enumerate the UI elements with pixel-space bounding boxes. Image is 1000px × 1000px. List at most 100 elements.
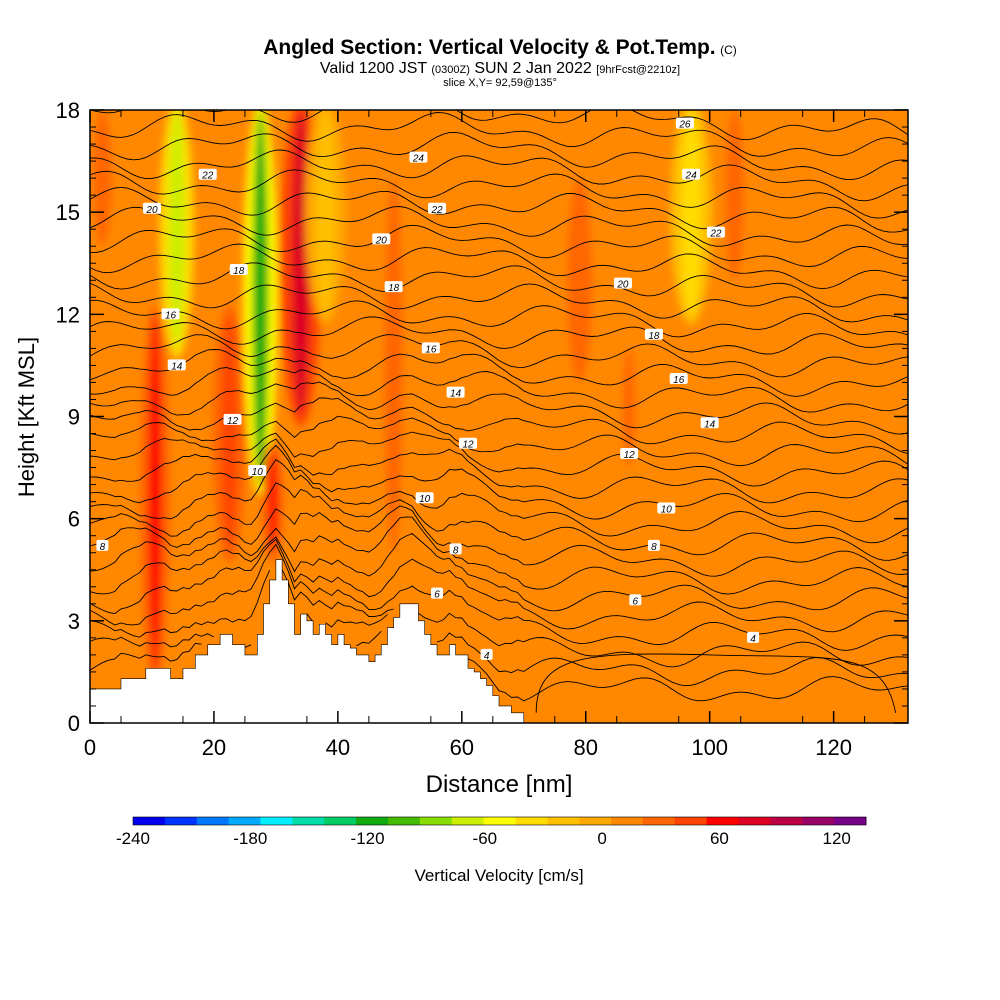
colorbar-tick-label: -180 bbox=[233, 829, 267, 848]
isentrope-line bbox=[90, 169, 908, 219]
isentrope-label-box bbox=[700, 417, 719, 429]
isentrope-line bbox=[90, 381, 908, 435]
isentrope-label-box bbox=[747, 631, 760, 643]
isentrope-label-box bbox=[421, 342, 440, 354]
isentrope-line bbox=[90, 262, 908, 308]
isentrope-label: 14 bbox=[167, 359, 186, 372]
colorbar-tick-label: 60 bbox=[710, 829, 729, 848]
isentrope-label-box bbox=[620, 447, 639, 459]
isentrope-label-box bbox=[459, 437, 478, 449]
isentrope-line bbox=[90, 224, 908, 268]
valid-date: SUN 2 Jan 2022 bbox=[474, 60, 592, 77]
velocity-band bbox=[681, 110, 701, 315]
x-tick-label: 60 bbox=[450, 735, 474, 760]
slice-info: slice X,Y= 92,59@135° bbox=[443, 77, 557, 89]
isentrope-label: 14 bbox=[446, 386, 465, 400]
isentrope-label: 16 bbox=[421, 342, 440, 355]
isentrope-label-box bbox=[706, 226, 725, 238]
isentrope-label-text: 26 bbox=[678, 120, 691, 131]
isentrope-label-box bbox=[161, 308, 180, 320]
isentrope-label: 16 bbox=[669, 373, 688, 386]
isentrope-label-box bbox=[644, 328, 663, 340]
x-axis-label: Distance [nm] bbox=[426, 771, 573, 798]
isentrope-label-box bbox=[613, 277, 632, 289]
colorbar-swatch bbox=[356, 817, 389, 825]
isentrope-label-box bbox=[682, 168, 701, 180]
isentrope-line bbox=[90, 206, 908, 247]
valid-time: Valid 1200 JST bbox=[319, 60, 427, 77]
y-tick-label: 15 bbox=[56, 200, 80, 225]
isentrope-line bbox=[90, 415, 908, 467]
isentrope-label: 22 bbox=[428, 202, 447, 216]
isentrope-line bbox=[90, 444, 908, 523]
velocity-band bbox=[169, 110, 185, 349]
x-tick-label: 40 bbox=[326, 735, 350, 760]
velocity-band bbox=[567, 178, 592, 383]
colorbar-swatch bbox=[292, 817, 325, 825]
terrain-profile bbox=[89, 559, 908, 724]
isentrope-label-text: 4 bbox=[750, 634, 756, 645]
colorbar-swatch bbox=[706, 817, 740, 825]
colorbar-swatch bbox=[738, 817, 771, 825]
colorbar-tick-label: -60 bbox=[473, 829, 498, 848]
isentrope-line bbox=[90, 112, 908, 157]
y-tick-label: 0 bbox=[68, 711, 80, 736]
isentrope-label-text: 18 bbox=[388, 283, 400, 294]
colorbar-swatch bbox=[196, 817, 230, 825]
colorbar-swatch bbox=[802, 817, 835, 825]
colorbar-tick-label: -240 bbox=[116, 829, 150, 848]
isentrope-line bbox=[90, 458, 908, 544]
isentrope-label: 14 bbox=[700, 417, 719, 430]
isentrope-label: 26 bbox=[675, 117, 694, 131]
isentrope-label-text: 12 bbox=[462, 440, 474, 451]
isentrope-line bbox=[90, 186, 908, 233]
x-tick-label: 100 bbox=[691, 735, 728, 760]
colorbar-swatch bbox=[515, 817, 548, 825]
isentrope-label-text: 18 bbox=[648, 331, 660, 342]
isentrope-label-text: 18 bbox=[233, 266, 245, 277]
isentrope-label-text: 22 bbox=[709, 229, 722, 240]
colorbar-swatch bbox=[834, 817, 867, 825]
isentrope-label-text: 14 bbox=[704, 419, 716, 430]
colorbar-swatch bbox=[770, 817, 803, 825]
isentrope-label: 10 bbox=[415, 492, 434, 505]
isentrope-label: 8 bbox=[449, 543, 462, 556]
forecast-info: [9hrFcst@2210z] bbox=[596, 64, 681, 76]
velocity-band bbox=[252, 110, 269, 485]
colorbar-swatch bbox=[611, 817, 644, 825]
isentrope-label-text: 10 bbox=[661, 504, 673, 515]
isentrope-label-text: 8 bbox=[453, 545, 459, 556]
isentrope-label: 6 bbox=[629, 594, 642, 607]
isentrope-label: 10 bbox=[248, 464, 267, 478]
isentrope-label: 24 bbox=[682, 168, 701, 182]
isentrope-label-box bbox=[167, 359, 186, 371]
isentrope-label-text: 8 bbox=[100, 542, 106, 553]
velocity-band bbox=[316, 110, 335, 315]
isentrope-label-text: 6 bbox=[434, 590, 440, 601]
isentrope-label: 24 bbox=[409, 151, 428, 165]
isentrope-label-box bbox=[229, 264, 248, 276]
isentrope-line bbox=[90, 316, 908, 355]
isentrope-line bbox=[90, 538, 908, 633]
isentrope-label-text: 12 bbox=[624, 450, 636, 461]
colorbar-swatch bbox=[419, 817, 453, 825]
colorbar-swatch bbox=[579, 817, 612, 825]
colorbar-swatch bbox=[133, 817, 166, 825]
isentrope-line bbox=[90, 505, 908, 577]
isentrope-label-text: 20 bbox=[375, 235, 388, 246]
isentrope-label: 8 bbox=[647, 539, 660, 553]
isentrope-label: 12 bbox=[459, 437, 478, 451]
colorbar-swatch bbox=[164, 817, 198, 825]
colorbar: -240 -180 -120 -60 0 60 120 bbox=[116, 816, 867, 848]
y-tick-label: 9 bbox=[68, 405, 80, 430]
isentrope-label-text: 12 bbox=[227, 416, 239, 427]
isentrope-label: 8 bbox=[96, 539, 109, 553]
valid-utc: (0300Z) bbox=[431, 64, 470, 76]
colorbar-tick-label: -120 bbox=[351, 829, 385, 848]
isentrope-label-text: 16 bbox=[673, 375, 685, 386]
colorbar-label: Vertical Velocity [cm/s] bbox=[414, 866, 583, 885]
velocity-band bbox=[291, 110, 310, 417]
isentrope-label-box bbox=[675, 117, 694, 129]
chart-title-unit: (C) bbox=[720, 43, 737, 57]
